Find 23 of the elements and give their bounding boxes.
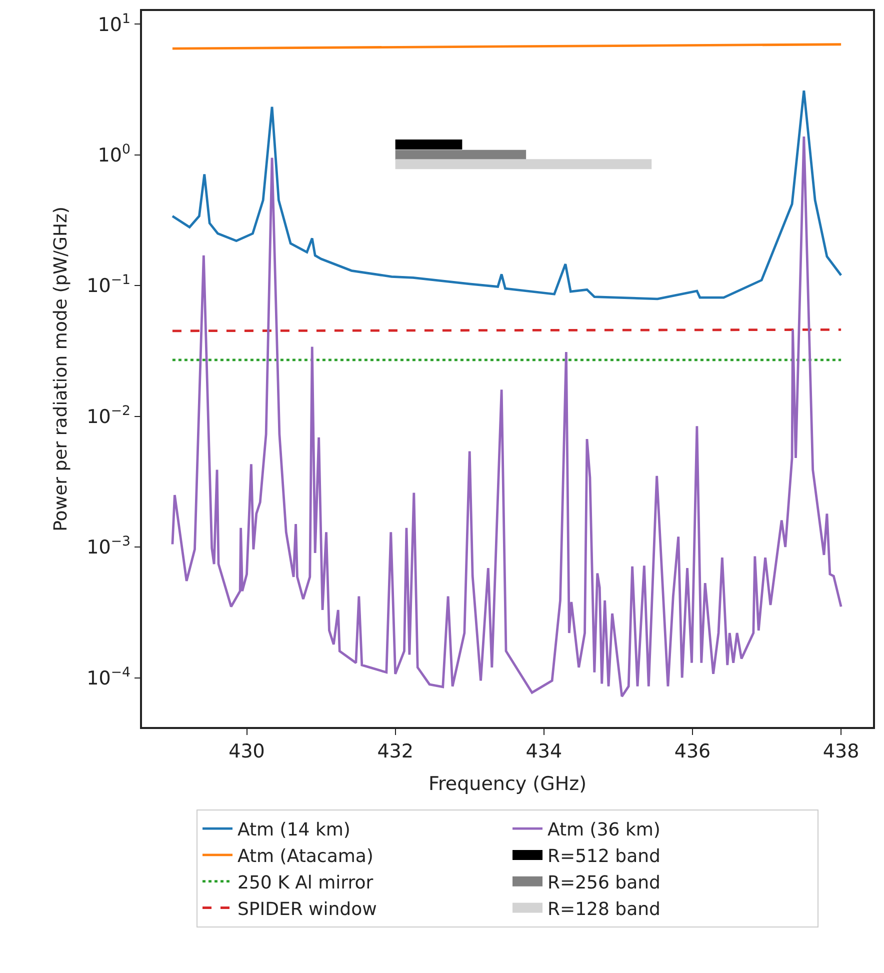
y-tick-label: 10$^{−3}$	[86, 534, 130, 559]
x-tick-label: 436	[674, 740, 711, 763]
x-tick-label: 430	[228, 740, 265, 763]
x-axis-title: Frequency (GHz)	[428, 772, 587, 795]
y-tick-label: 10$^{0}$	[98, 142, 130, 166]
line-series	[171, 135, 842, 698]
x-tick-label: 434	[526, 740, 562, 763]
y-axis-title: Power per radiation mode (pW/GHz)	[50, 206, 72, 532]
legend-label: Atm (Atacama)	[238, 846, 374, 867]
legend-label: R=256 band	[548, 872, 660, 894]
legend-label: R=512 band	[548, 846, 660, 867]
legend-label: 250 K Al mirror	[238, 872, 374, 894]
y-tick-label: 10$^{1}$	[98, 12, 130, 36]
line-series	[171, 89, 842, 300]
x-tick-label: 438	[822, 740, 860, 763]
y-tick-label: 10$^{−1}$	[86, 273, 130, 298]
legend-label: Atm (36 km)	[548, 820, 660, 841]
legend-label: Atm (14 km)	[238, 820, 350, 841]
x-tick-label: 432	[377, 740, 414, 763]
y-tick-label: 10$^{−4}$	[86, 665, 130, 690]
y-tick-label: 10$^{−2}$	[86, 404, 130, 428]
legend-label: SPIDER window	[238, 898, 377, 920]
legend-label: R=128 band	[548, 898, 660, 920]
